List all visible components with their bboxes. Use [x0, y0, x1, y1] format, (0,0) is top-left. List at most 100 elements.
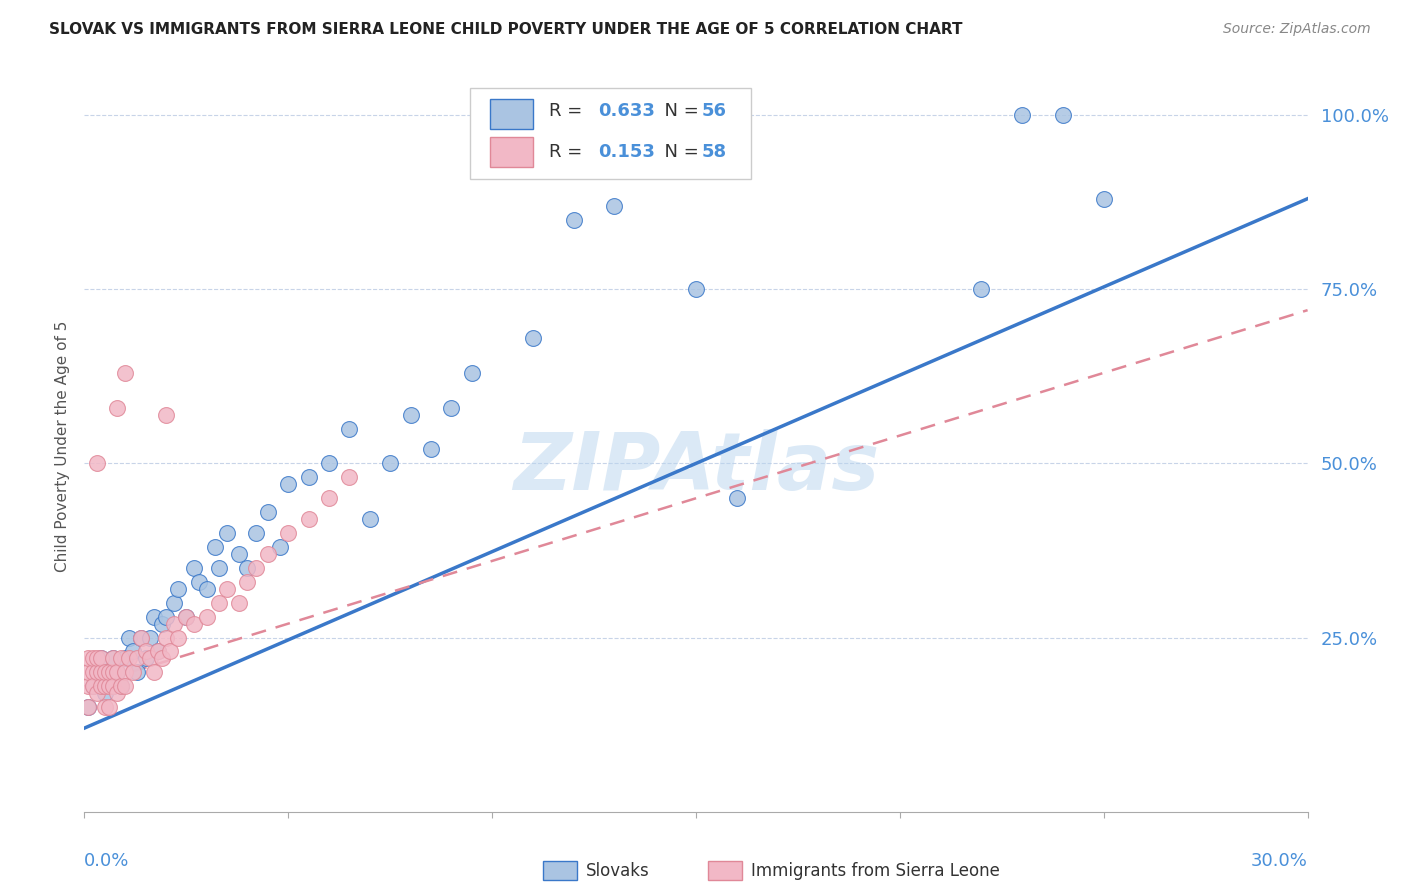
Point	[150, 616, 173, 631]
Point	[150, 651, 173, 665]
Point	[101, 679, 124, 693]
Point	[399, 408, 422, 422]
Point	[86, 457, 108, 471]
Point	[380, 457, 402, 471]
Point	[82, 651, 104, 665]
Point	[236, 561, 259, 575]
Point	[440, 401, 463, 415]
Point	[195, 609, 218, 624]
Point	[90, 665, 112, 680]
Point	[725, 491, 748, 506]
Point	[105, 665, 128, 680]
Point	[77, 651, 100, 665]
Text: N =: N =	[654, 103, 704, 120]
Point	[1092, 192, 1115, 206]
Point	[122, 644, 145, 658]
Point	[131, 631, 153, 645]
Point	[298, 512, 321, 526]
Point	[101, 665, 124, 680]
Point	[155, 631, 177, 645]
Point	[167, 582, 190, 596]
Point	[90, 651, 112, 665]
Point	[1011, 108, 1033, 122]
Point	[217, 526, 239, 541]
Point	[86, 665, 108, 680]
Point	[257, 547, 280, 561]
Point	[118, 631, 141, 645]
Point	[90, 651, 112, 665]
Point	[77, 665, 100, 680]
FancyBboxPatch shape	[470, 87, 751, 179]
Point	[142, 665, 165, 680]
Point	[114, 665, 136, 680]
Point	[236, 574, 259, 589]
Point	[359, 512, 381, 526]
Text: 56: 56	[702, 103, 727, 120]
Point	[135, 644, 157, 658]
Text: Immigrants from Sierra Leone: Immigrants from Sierra Leone	[751, 862, 1000, 880]
Point	[257, 505, 280, 519]
Point	[269, 540, 291, 554]
FancyBboxPatch shape	[491, 99, 533, 129]
Point	[562, 212, 585, 227]
FancyBboxPatch shape	[491, 136, 533, 167]
Point	[163, 596, 186, 610]
Point	[90, 679, 112, 693]
Point	[110, 679, 132, 693]
Point	[183, 561, 205, 575]
Point	[644, 108, 666, 122]
Text: ZIPAtlas: ZIPAtlas	[513, 429, 879, 507]
Point	[228, 596, 250, 610]
Point	[114, 651, 136, 665]
Point	[77, 700, 100, 714]
Point	[970, 282, 993, 296]
Text: 0.633: 0.633	[598, 103, 655, 120]
Point	[122, 665, 145, 680]
Point	[86, 651, 108, 665]
Point	[97, 679, 120, 693]
Point	[685, 282, 707, 296]
Point	[110, 651, 132, 665]
Point	[138, 651, 160, 665]
Point	[118, 651, 141, 665]
Point	[208, 596, 231, 610]
Point	[101, 651, 124, 665]
Point	[97, 665, 120, 680]
Point	[97, 700, 120, 714]
Point	[97, 665, 120, 680]
Point	[131, 631, 153, 645]
Text: 0.0%: 0.0%	[84, 852, 129, 870]
Point	[155, 408, 177, 422]
Point	[183, 616, 205, 631]
Text: R =: R =	[550, 103, 588, 120]
Point	[93, 686, 115, 700]
Point	[105, 401, 128, 415]
Point	[127, 651, 149, 665]
Point	[146, 644, 169, 658]
FancyBboxPatch shape	[709, 862, 742, 880]
Text: R =: R =	[550, 143, 588, 161]
Point	[217, 582, 239, 596]
Point	[135, 651, 157, 665]
Point	[318, 457, 340, 471]
Point	[208, 561, 231, 575]
Point	[114, 679, 136, 693]
Text: 30.0%: 30.0%	[1251, 852, 1308, 870]
Point	[174, 609, 197, 624]
Point	[481, 108, 503, 122]
Point	[138, 631, 160, 645]
Text: SLOVAK VS IMMIGRANTS FROM SIERRA LEONE CHILD POVERTY UNDER THE AGE OF 5 CORRELAT: SLOVAK VS IMMIGRANTS FROM SIERRA LEONE C…	[49, 22, 963, 37]
Text: 0.153: 0.153	[598, 143, 655, 161]
Point	[105, 665, 128, 680]
Point	[277, 477, 299, 491]
Text: N =: N =	[654, 143, 704, 161]
Point	[318, 491, 340, 506]
Point	[82, 679, 104, 693]
Point	[603, 199, 626, 213]
Point	[93, 700, 115, 714]
Point	[204, 540, 226, 554]
Y-axis label: Child Poverty Under the Age of 5: Child Poverty Under the Age of 5	[55, 320, 70, 572]
Point	[245, 526, 267, 541]
Point	[105, 686, 128, 700]
Point	[163, 616, 186, 631]
